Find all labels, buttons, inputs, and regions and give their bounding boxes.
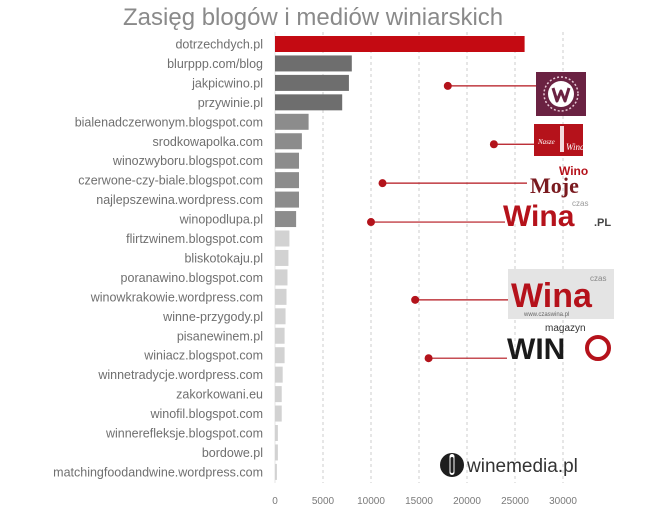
marker-dot	[378, 179, 387, 188]
tick-label: 10000	[357, 496, 385, 507]
czas-wina-pl-main: Wina	[503, 200, 575, 233]
czas-wina-main: Wina	[511, 277, 593, 315]
bar	[275, 463, 277, 480]
category-label: bliskotokaju.pl	[184, 251, 263, 265]
category-label: winopodlupa.pl	[179, 213, 263, 227]
category-label: winnetradycje.wordpress.com	[97, 368, 263, 382]
bar	[275, 74, 349, 91]
bar	[275, 152, 299, 169]
category-label: winne-przygody.pl	[162, 310, 263, 324]
czas-wina-pl-small: czas	[572, 199, 588, 208]
nasze-wina-logo-bottom: Wina	[566, 142, 585, 152]
category-label: srodkowapolka.com	[153, 135, 263, 149]
category-label: winnerefleksje.blogspot.com	[105, 427, 263, 441]
marker-dot	[411, 295, 420, 304]
category-label: bordowe.pl	[202, 446, 263, 460]
category-label: winofil.blogspot.com	[149, 407, 263, 421]
tick-label: 30000	[549, 496, 577, 507]
bar	[275, 55, 352, 72]
bar	[275, 405, 282, 422]
magazyn-o-icon	[585, 335, 611, 361]
bar	[275, 249, 289, 266]
bar	[275, 444, 278, 461]
category-label: czerwone-czy-biale.blogspot.com	[78, 174, 263, 188]
bar	[275, 211, 297, 228]
bar	[275, 269, 288, 286]
tick-label: 20000	[453, 496, 481, 507]
nasze-wina-logo-top: Nasze	[537, 138, 555, 146]
logo-markers	[367, 81, 536, 363]
category-label: winozwyboru.blogspot.com	[112, 154, 263, 168]
category-label: flirtzwinem.blogspot.com	[126, 232, 263, 246]
moje-wino-logo-top: Wino	[559, 164, 588, 178]
moje-wino-logo-bottom: Moje	[530, 173, 579, 198]
bar	[275, 308, 286, 325]
bar	[275, 113, 309, 130]
bar	[275, 94, 343, 111]
nasze-wina-logo: Nasze Wina	[534, 124, 585, 156]
bar	[275, 133, 302, 150]
magazyn-main: WIN	[507, 333, 565, 366]
category-labels: dotrzechdych.pl blurppp.com/blog jakpicwin…	[53, 38, 263, 480]
czas-wina-pl-suffix: .PL	[594, 217, 611, 229]
czas-wina-logo: czas Wina www.czaswina.pl	[508, 269, 614, 319]
category-label: przywinie.pl	[198, 96, 263, 110]
category-label: winiacz.blogspot.com	[143, 349, 263, 363]
winemedia-brand: winemedia.pl	[440, 453, 578, 477]
czas-wina-url: www.czaswina.pl	[523, 312, 569, 318]
marker-dot	[489, 140, 498, 149]
bar	[275, 230, 290, 247]
category-label: poranawino.blogspot.com	[121, 271, 263, 285]
bar	[275, 172, 299, 189]
czas-wina-pl-logo: czas Wina .PL	[503, 199, 611, 233]
bars	[275, 36, 525, 480]
marker-dot	[424, 354, 433, 363]
magazyn-small: magazyn	[545, 323, 586, 334]
x-axis-ticks: 0 5000 10000 15000 20000 25000 30000	[272, 496, 577, 507]
tick-label: 0	[272, 496, 278, 507]
bar	[275, 366, 283, 383]
tick-label: 15000	[405, 496, 433, 507]
bar	[275, 347, 285, 364]
category-label: dotrzechdych.pl	[175, 38, 263, 52]
bar	[275, 327, 285, 344]
bar	[275, 386, 282, 403]
category-label: najlepszewina.wordpress.com	[96, 193, 263, 207]
marker-dot	[367, 218, 375, 227]
wine-glass-logo	[536, 72, 586, 116]
marker-dot	[443, 81, 452, 90]
bar	[275, 425, 278, 441]
moje-wino-logo: Wino Moje	[530, 164, 588, 198]
category-label: jakpicwino.pl	[191, 76, 263, 90]
category-label: zakorkowani.eu	[176, 388, 263, 402]
tick-label: 25000	[501, 496, 529, 507]
bar	[275, 288, 287, 305]
czas-wina-small: czas	[590, 274, 606, 283]
bar	[275, 36, 525, 52]
tick-label: 5000	[312, 496, 335, 507]
category-label: bialenadczerwonym.blogspot.com	[75, 115, 263, 129]
bar	[275, 191, 299, 208]
category-label: blurppp.com/blog	[167, 57, 263, 71]
chart-title: Zasięg blogów i mediów winiarskich	[123, 4, 503, 31]
magazyn-wino-logo: magazyn WIN	[507, 323, 611, 366]
brand-name: winemedia.pl	[466, 456, 578, 477]
category-label: winowkrakowie.wordpress.com	[90, 290, 263, 304]
category-label: pisanewinem.pl	[177, 329, 263, 343]
category-label: matchingfoodandwine.wordpress.com	[53, 465, 263, 479]
